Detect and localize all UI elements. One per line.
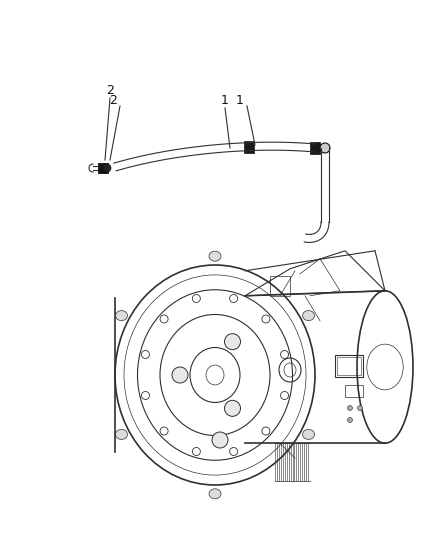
Bar (335, 355, 363, 377)
Circle shape (192, 448, 200, 456)
Circle shape (141, 351, 149, 359)
Circle shape (347, 417, 353, 423)
Text: 1: 1 (236, 93, 244, 107)
Circle shape (320, 143, 330, 153)
Circle shape (192, 295, 200, 303)
Ellipse shape (116, 311, 127, 321)
Circle shape (172, 367, 188, 383)
Text: 1: 1 (221, 93, 229, 107)
Circle shape (212, 432, 228, 448)
Bar (270, 276, 290, 296)
Ellipse shape (303, 430, 314, 439)
Bar (337, 357, 361, 375)
Ellipse shape (209, 489, 221, 499)
Ellipse shape (209, 251, 221, 261)
Circle shape (262, 427, 270, 435)
Circle shape (160, 427, 168, 435)
Bar (310, 142, 320, 154)
Text: 2: 2 (109, 93, 117, 107)
Ellipse shape (116, 430, 127, 439)
Circle shape (141, 392, 149, 400)
Circle shape (230, 448, 238, 456)
Bar (244, 141, 254, 152)
Circle shape (281, 392, 289, 400)
Circle shape (347, 406, 353, 410)
Circle shape (160, 315, 168, 323)
Circle shape (230, 295, 238, 303)
Ellipse shape (303, 311, 314, 321)
Bar (345, 385, 363, 397)
Circle shape (225, 400, 240, 416)
Circle shape (103, 164, 111, 172)
Text: 2: 2 (106, 84, 114, 96)
Bar (98, 163, 108, 173)
Circle shape (357, 406, 363, 410)
Circle shape (281, 351, 289, 359)
Circle shape (225, 334, 240, 350)
Circle shape (262, 315, 270, 323)
